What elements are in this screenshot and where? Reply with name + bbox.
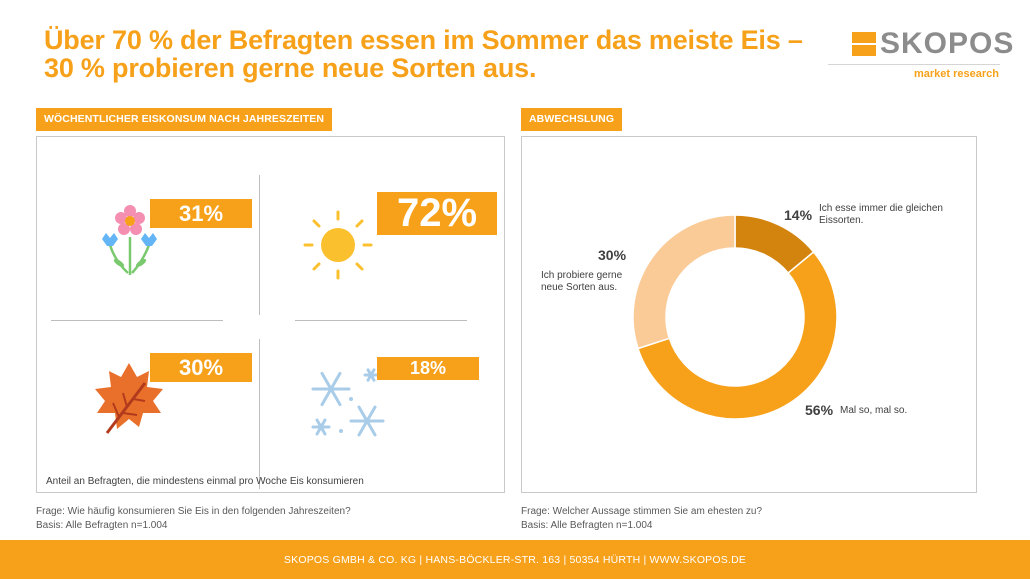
- logo-name: SKOPOS: [880, 27, 1015, 60]
- pct-box-autumn: 30%: [150, 353, 252, 382]
- slice-pct-mixed: 56%: [805, 402, 834, 418]
- footer-text: SKOPOS GMBH & CO. KG | HANS-BÖCKLER-STR.…: [283, 554, 747, 566]
- pct-box-summer: 72%: [377, 192, 497, 235]
- pct-box-winter: 18%: [377, 357, 479, 380]
- pct-box-spring: 31%: [150, 199, 252, 228]
- chart-note: Anteil an Befragten, die mindestens einm…: [46, 476, 364, 487]
- snowflake-icon: [311, 368, 385, 437]
- divider-vertical-top: [259, 175, 260, 315]
- divider-horizontal-right: [295, 320, 467, 321]
- slice-label-mixed: Mal so, mal so.: [840, 405, 908, 416]
- skopos-logo: SKOPOS market research: [828, 28, 1013, 83]
- page-title: Über 70 % der Befragten essen im Sommer …: [44, 26, 804, 82]
- sun-icon: [303, 210, 373, 280]
- divider-horizontal-left: [51, 320, 223, 321]
- donut-chart: [632, 214, 838, 420]
- question-right: Frage: Welcher Aussage stimmen Sie am eh…: [521, 506, 763, 517]
- slice-label-new: Ich probiere gerne neue Sorten aus.: [541, 270, 623, 293]
- question-left: Frage: Wie häufig konsumieren Sie Eis in…: [36, 506, 351, 517]
- section-label-seasons: WÖCHENTLICHER EISKONSUM NACH JAHRESZEITE…: [36, 108, 333, 131]
- title-line-2: 30 % probieren gerne neue Sorten aus.: [44, 53, 537, 83]
- donut-slice-mixed: [637, 250, 838, 420]
- divider-vertical-bottom: [259, 339, 260, 489]
- slice-label-same: Ich esse immer die gleichen Eissorten.: [819, 203, 943, 226]
- slice-pct-same: 14%: [784, 207, 813, 223]
- flower-icon: [102, 205, 157, 275]
- slice-pct-new: 30%: [598, 247, 627, 263]
- variety-panel: 14% Ich esse immer die gleichen Eissorte…: [521, 136, 977, 493]
- logo-mark-icon: [852, 32, 876, 56]
- logo-subtitle: market research: [913, 68, 999, 80]
- footer-bar: SKOPOS GMBH & CO. KG | HANS-BÖCKLER-STR.…: [0, 540, 1030, 579]
- logo-divider: [828, 64, 1000, 65]
- autumn-leaf-icon: [95, 363, 163, 434]
- seasons-panel: 31% 72% 30%: [36, 136, 505, 493]
- basis-right: Basis: Alle Befragten n=1.004: [521, 520, 653, 531]
- section-label-variety: ABWECHSLUNG: [521, 108, 623, 131]
- donut-slice-new: [632, 214, 736, 350]
- basis-left: Basis: Alle Befragten n=1.004: [36, 520, 168, 531]
- title-line-1: Über 70 % der Befragten essen im Sommer …: [44, 25, 803, 55]
